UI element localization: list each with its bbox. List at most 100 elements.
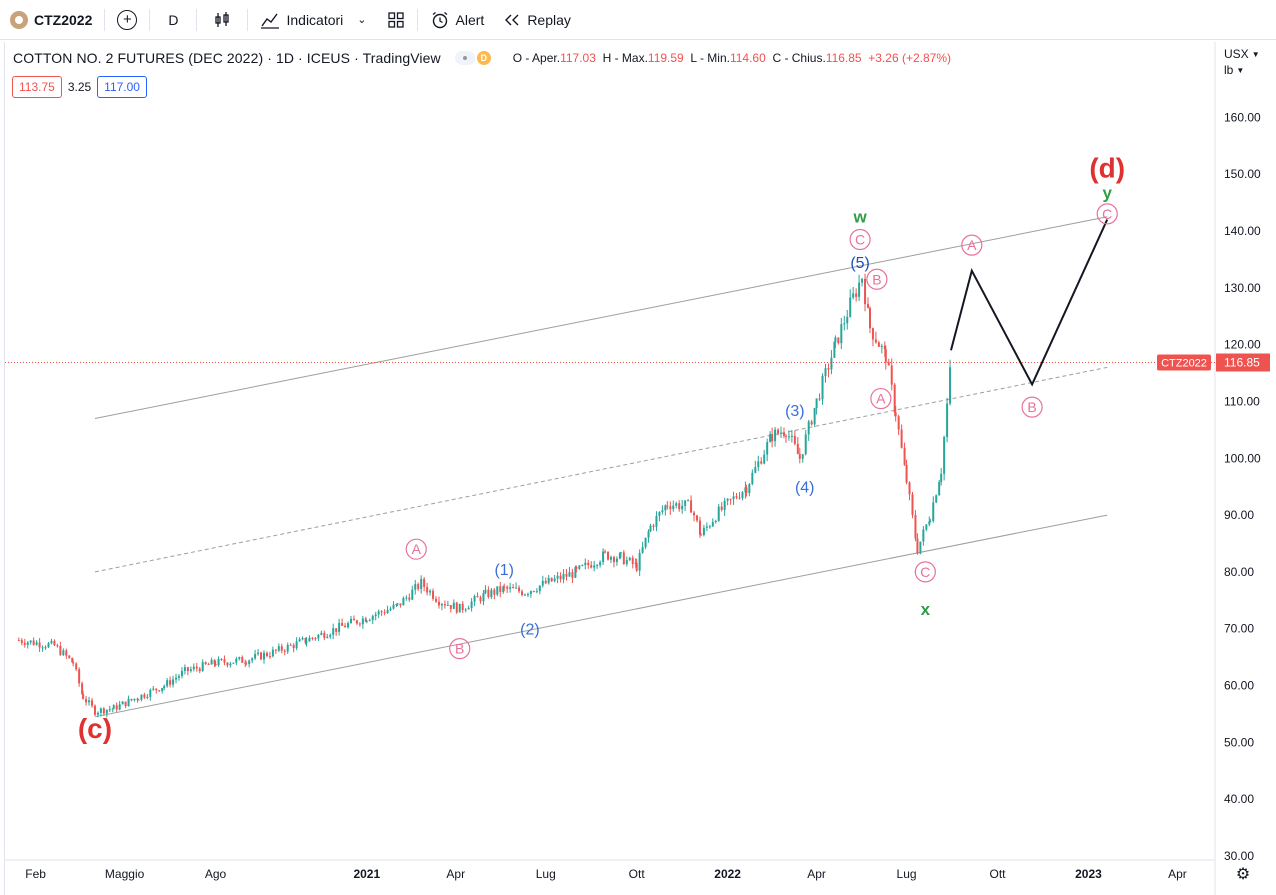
candle-body xyxy=(88,700,91,703)
delayed-data-badge[interactable]: D xyxy=(476,51,491,65)
candle-body xyxy=(705,526,708,528)
wave-label: (5) xyxy=(850,255,870,272)
candle-body xyxy=(68,655,71,658)
candle-body xyxy=(490,589,493,598)
candle-body xyxy=(482,593,485,602)
candle-body xyxy=(858,282,861,297)
candle-body xyxy=(189,669,192,672)
candle-body xyxy=(521,591,524,596)
gear-icon[interactable]: ⚙ xyxy=(1235,866,1251,883)
candle-body xyxy=(449,605,452,609)
candle-body xyxy=(699,534,702,536)
chart-type-button[interactable] xyxy=(199,0,245,40)
chart-pane[interactable] xyxy=(4,42,1274,895)
indicators-button[interactable]: Indicatori ⌄ xyxy=(250,0,376,40)
candle-body xyxy=(405,597,408,599)
wave-label: B xyxy=(1027,399,1036,415)
candle-body xyxy=(612,557,615,563)
candle-body xyxy=(946,403,949,438)
candle-body xyxy=(56,645,59,647)
candle-body xyxy=(377,611,380,615)
candle-body xyxy=(458,603,461,613)
price-tick-label: 90.00 xyxy=(1224,508,1254,522)
candle-body xyxy=(241,657,244,663)
candle-body xyxy=(111,708,114,710)
candle-body xyxy=(499,586,502,593)
candle-body xyxy=(437,601,440,606)
candle-body xyxy=(186,667,189,672)
candle-body xyxy=(571,572,574,578)
symbol-label: CTZ2022 xyxy=(34,11,93,28)
candle-body xyxy=(810,421,813,425)
candle-body xyxy=(332,628,335,635)
candle-body xyxy=(195,666,198,669)
candle-body xyxy=(280,646,283,651)
candle-body xyxy=(871,328,874,340)
layout-button[interactable] xyxy=(377,0,415,40)
buy-price-button[interactable]: 117.00 xyxy=(97,76,147,98)
candle-body xyxy=(361,618,364,625)
candle-body xyxy=(574,566,577,578)
candle-body xyxy=(226,662,229,666)
candle-body xyxy=(590,565,593,568)
chevron-down-icon[interactable]: ⌄ xyxy=(357,14,367,26)
rewind-icon xyxy=(505,14,519,25)
candle-body xyxy=(323,632,326,638)
last-price-symbol-tag xyxy=(1157,354,1211,371)
candle-body xyxy=(314,638,317,640)
candle-body xyxy=(244,662,247,664)
candle-body xyxy=(487,589,490,598)
candle-body xyxy=(408,597,411,600)
candle-body xyxy=(769,434,772,443)
candle-body xyxy=(192,666,195,670)
candle-body xyxy=(693,512,696,516)
legend-more-pill[interactable] xyxy=(454,51,475,65)
candle-body xyxy=(304,637,307,643)
unit-label: lb xyxy=(1224,63,1234,77)
time-tick-label: Apr xyxy=(1168,867,1187,881)
candle-body xyxy=(861,278,864,283)
candle-body xyxy=(780,432,783,434)
order-price-boxes: 113.75 3.25 117.00 xyxy=(12,76,147,98)
time-tick-label: Lug xyxy=(897,867,917,881)
price-tick-label: 110.00 xyxy=(1224,394,1260,408)
low-label: L - Min. xyxy=(690,51,730,65)
replay-button[interactable]: Replay xyxy=(494,0,581,40)
candle-body xyxy=(213,659,216,665)
candle-body xyxy=(593,565,596,568)
sell-price-button[interactable]: 113.75 xyxy=(12,76,62,98)
unit-selector[interactable]: lb ▼ xyxy=(1218,62,1274,78)
candle-body xyxy=(53,640,56,646)
currency-selector[interactable]: USX ▼ xyxy=(1218,46,1274,62)
candle-body xyxy=(493,589,496,595)
candle-body xyxy=(893,384,896,413)
last-price-value: 116.85 xyxy=(1224,355,1260,369)
candle-body xyxy=(698,520,701,535)
candle-body xyxy=(420,578,423,589)
candle-body xyxy=(938,481,941,496)
time-tick-label: Ott xyxy=(989,867,1006,881)
candle-body xyxy=(344,625,347,628)
candle-body xyxy=(72,662,75,664)
candle-body xyxy=(575,566,578,569)
candle-body xyxy=(338,622,341,632)
price-tick-label: 150.00 xyxy=(1224,167,1261,181)
candle-body xyxy=(298,639,301,642)
candle-body xyxy=(20,640,23,643)
alert-button[interactable]: Alert xyxy=(420,0,495,40)
change-value: +3.26 (+2.87%) xyxy=(868,51,951,65)
compare-symbol-button[interactable]: + xyxy=(107,0,147,40)
interval-button[interactable]: D xyxy=(152,0,194,40)
symbol-search-button[interactable]: CTZ2022 xyxy=(0,0,102,40)
candle-body xyxy=(102,708,105,714)
candle-body xyxy=(834,337,837,342)
candle-body xyxy=(289,644,292,646)
candle-body xyxy=(638,552,641,571)
candle-body xyxy=(426,587,429,593)
candle-body xyxy=(402,598,405,606)
candle-body xyxy=(900,429,903,448)
candle-body xyxy=(271,649,274,657)
price-tick-label: 60.00 xyxy=(1224,679,1254,693)
candle-body xyxy=(502,586,505,593)
